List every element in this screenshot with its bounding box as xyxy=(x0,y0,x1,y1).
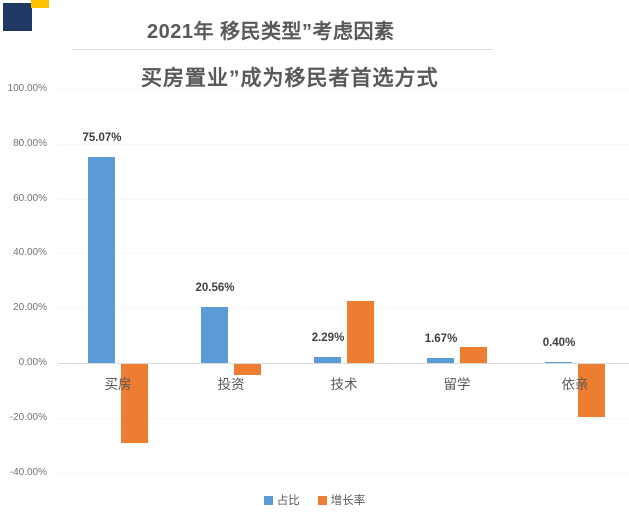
y-tick-label: 60.00% xyxy=(13,193,47,204)
gridline xyxy=(58,308,629,309)
gridline xyxy=(58,199,629,200)
category-label-投资: 投资 xyxy=(217,377,245,392)
bar-value-label-留学: 1.67% xyxy=(424,333,458,345)
bar-value-label-技术: 2.29% xyxy=(311,332,345,344)
title-divider xyxy=(72,49,493,50)
y-tick-label: 20.00% xyxy=(13,302,47,313)
bar-占比-投资 xyxy=(201,307,228,363)
logo-yellow-accent xyxy=(31,0,49,8)
zero-axis-line xyxy=(58,363,629,364)
chart-subtitle: 买房置业”成为移民者首选方式 xyxy=(141,67,439,90)
bar-value-label-依亲: 0.40% xyxy=(542,337,576,349)
category-label-买房: 买房 xyxy=(104,377,132,392)
bar-占比-依亲 xyxy=(545,362,572,363)
gridline xyxy=(58,473,629,474)
category-label-留学: 留学 xyxy=(443,377,471,392)
y-tick-label: 80.00% xyxy=(13,138,47,149)
chart-legend: 占比 增长率 xyxy=(0,492,629,508)
y-tick-label: 0.00% xyxy=(18,357,47,368)
bar-增长率-投资 xyxy=(234,364,261,375)
bar-增长率-技术 xyxy=(347,301,374,363)
bar-增长率-依亲 xyxy=(578,364,605,417)
legend-swatch-icon xyxy=(263,495,273,505)
legend-label: 增长率 xyxy=(330,495,366,507)
bar-value-label-买房: 75.07% xyxy=(82,132,122,144)
legend-item-1: 增长率 xyxy=(317,492,366,508)
gridline xyxy=(58,144,629,145)
legend-swatch-icon xyxy=(317,495,327,505)
bar-占比-技术 xyxy=(314,357,341,363)
category-label-依亲: 依亲 xyxy=(561,377,589,392)
bar-value-label-投资: 20.56% xyxy=(195,282,235,294)
gridline xyxy=(58,418,629,419)
gridline xyxy=(58,89,629,90)
legend-label: 占比 xyxy=(276,495,300,507)
logo-navy-square xyxy=(3,3,32,31)
y-tick-label: 100.00% xyxy=(7,83,47,94)
category-label-技术: 技术 xyxy=(330,377,358,392)
y-tick-label: -40.00% xyxy=(9,467,47,478)
gridline xyxy=(58,253,629,254)
bar-增长率-留学 xyxy=(460,347,487,363)
bar-增长率-买房 xyxy=(121,364,148,443)
legend-item-0: 占比 xyxy=(263,492,300,508)
bar-占比-留学 xyxy=(427,358,454,363)
bar-占比-买房 xyxy=(88,157,115,363)
y-tick-label: 40.00% xyxy=(13,247,47,258)
y-tick-label: -20.00% xyxy=(9,412,47,423)
chart-title: 2021年 移民类型”考虑因素 xyxy=(147,21,395,43)
